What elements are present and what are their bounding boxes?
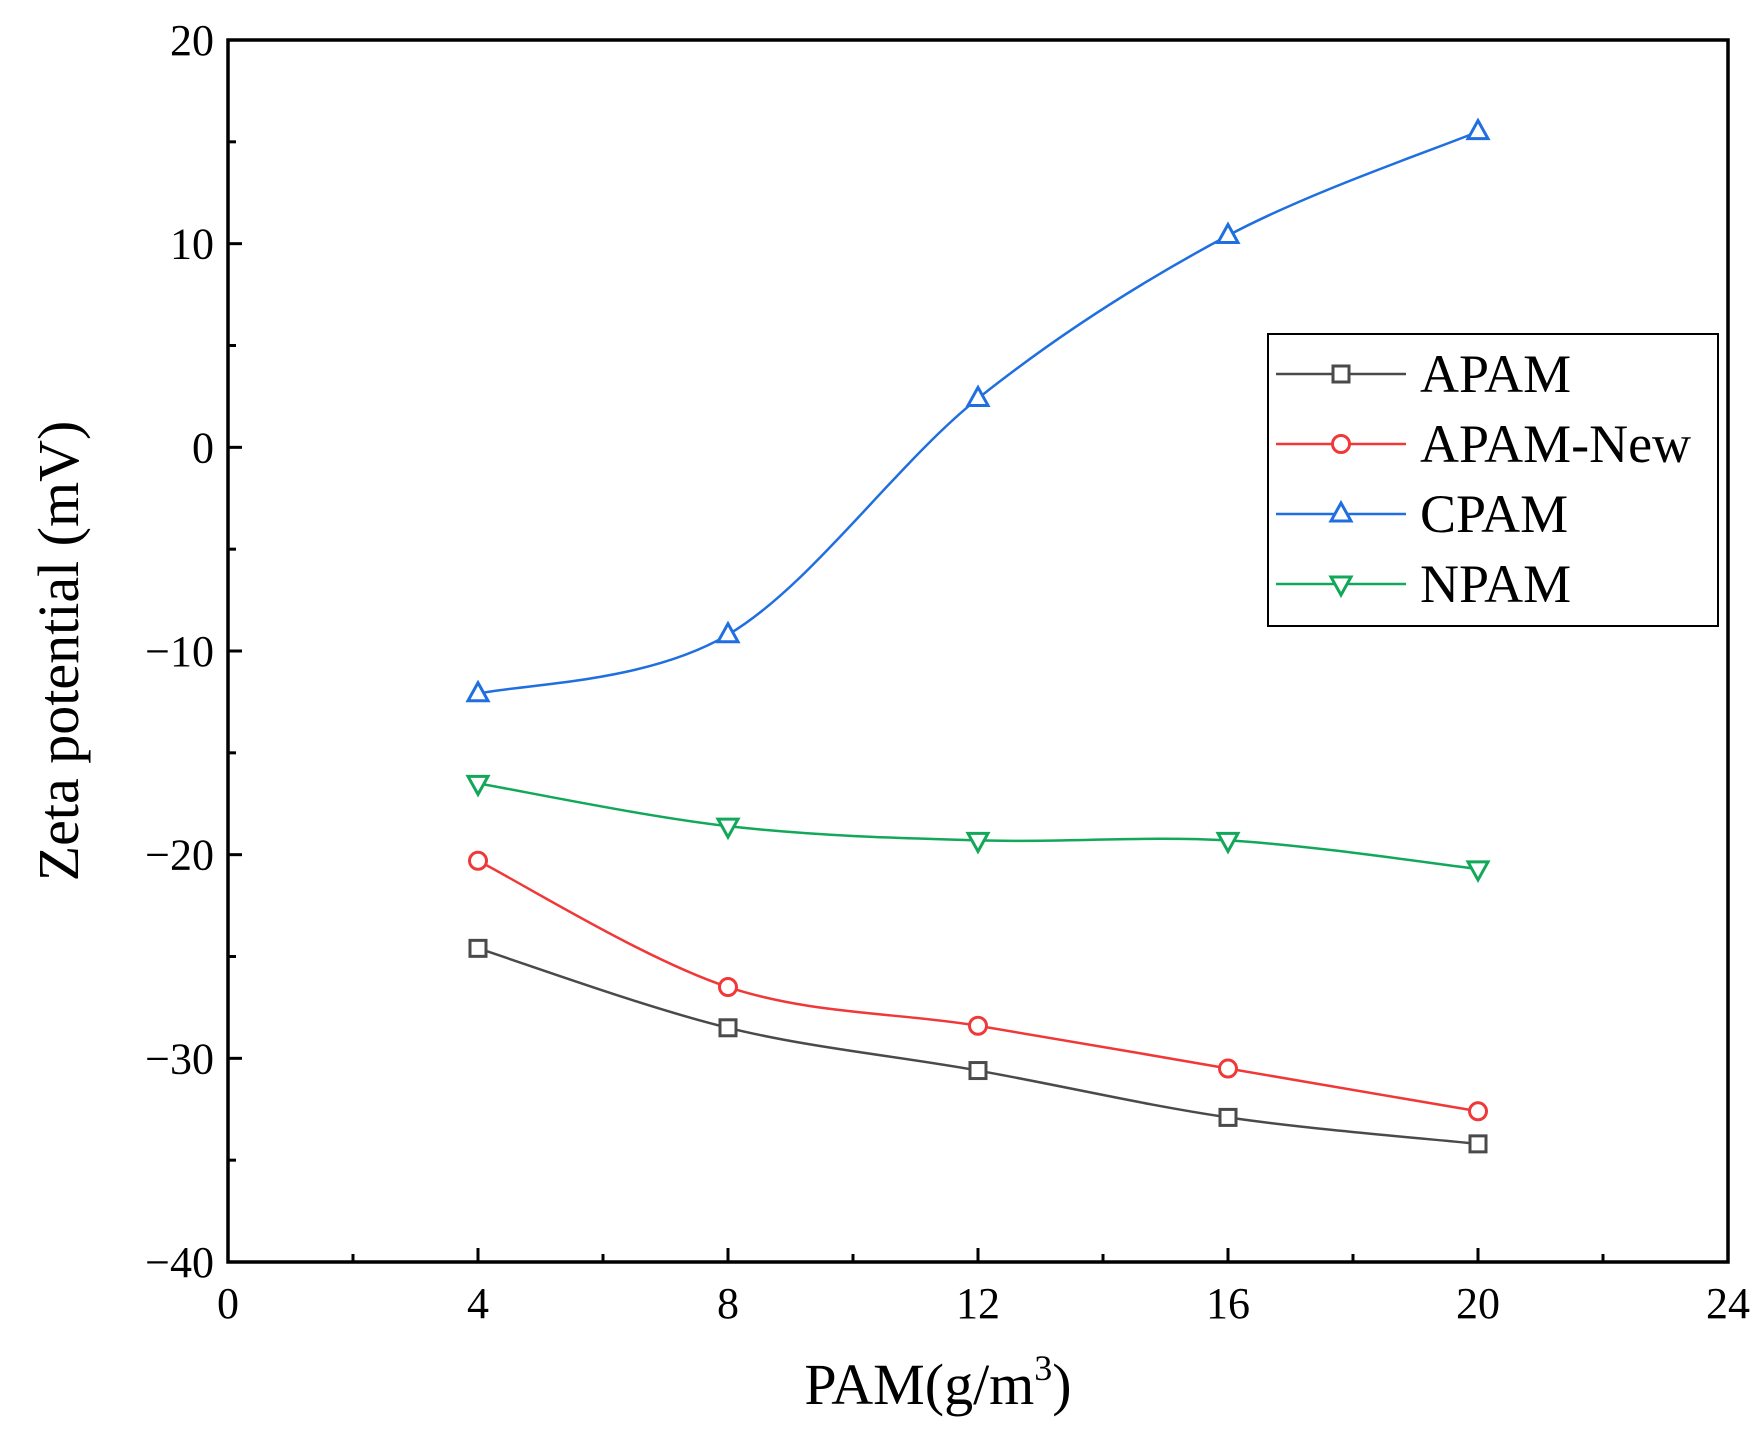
data-point-cpam-16	[1215, 221, 1241, 245]
data-point-cpam-12	[965, 384, 991, 407]
x-axis-title-superscript: 3	[1034, 1348, 1052, 1388]
data-point-apam-4	[468, 938, 488, 958]
legend-label-apam-new: APAM-New	[1420, 414, 1691, 474]
x-tick-label: 24	[1706, 1279, 1750, 1328]
legend-marker-npam	[1328, 575, 1354, 599]
x-tick-label: 16	[1206, 1279, 1250, 1328]
y-tick-label: −10	[145, 627, 214, 676]
data-point-npam-16	[1215, 831, 1241, 855]
data-point-apam-12	[968, 1061, 988, 1081]
series-line-apam	[477, 947, 1479, 1146]
y-tick-label: 0	[192, 423, 214, 472]
y-axis-title: Zeta potential (mV)	[26, 421, 91, 882]
x-tick-label: 12	[956, 1279, 1000, 1328]
y-tick-label: −30	[145, 1034, 214, 1083]
data-point-apam-new-20	[1468, 1101, 1488, 1122]
legend-marker-cpam	[1328, 499, 1354, 523]
x-tick-label: 4	[467, 1279, 489, 1328]
data-point-cpam-4	[465, 679, 491, 703]
data-point-apam-new-4	[468, 850, 488, 871]
axes-layer: 0 4 8 12 16 20 24 −40 −30 −20 −10 0 10 20 PAM(g/m3) Zet…	[26, 16, 1750, 1417]
legend-label-apam: APAM	[1420, 344, 1571, 404]
data-point-apam-new-8	[718, 977, 738, 998]
legend-item-npam: NPAM	[1276, 554, 1571, 614]
y-tick-label: 20	[170, 16, 214, 65]
data-point-npam-4	[465, 774, 491, 798]
data-point-apam-16	[1218, 1107, 1238, 1127]
x-axis-title: PAM(g/m3)	[804, 1348, 1071, 1417]
legend-item-cpam: CPAM	[1276, 484, 1568, 544]
x-tick-label: 8	[717, 1279, 739, 1328]
y-tick-label: −40	[145, 1238, 214, 1287]
series-line-npam	[477, 782, 1479, 871]
y-tick-label: 10	[170, 220, 214, 269]
x-tick-label: 0	[217, 1279, 239, 1328]
legend-marker-apam	[1331, 364, 1351, 384]
data-point-cpam-8	[715, 620, 741, 644]
data-point-apam-8	[718, 1018, 738, 1038]
legend-marker-apam-new	[1331, 434, 1351, 454]
x-tick-label: 20	[1456, 1279, 1500, 1328]
legend-label-cpam: CPAM	[1420, 484, 1568, 544]
data-point-cpam-20	[1465, 117, 1491, 141]
legend-item-apam-new: APAM-New	[1276, 414, 1691, 474]
data-point-npam-20	[1465, 860, 1491, 884]
x-axis-title-main: PAM(g/m	[804, 1352, 1034, 1417]
plot-layer	[465, 117, 1491, 1154]
legend-label-npam: NPAM	[1420, 554, 1571, 614]
legend: APAM APAM-New CPAM NPAM	[1267, 333, 1719, 627]
data-point-npam-8	[715, 817, 741, 841]
data-point-apam-new-16	[1218, 1058, 1238, 1079]
data-point-apam-20	[1468, 1134, 1488, 1154]
x-axis-title-suffix: )	[1052, 1352, 1071, 1417]
data-point-npam-12	[965, 831, 991, 855]
y-tick-label: −20	[145, 831, 214, 880]
legend-item-apam: APAM	[1276, 344, 1571, 404]
data-point-apam-new-12	[968, 1015, 988, 1036]
